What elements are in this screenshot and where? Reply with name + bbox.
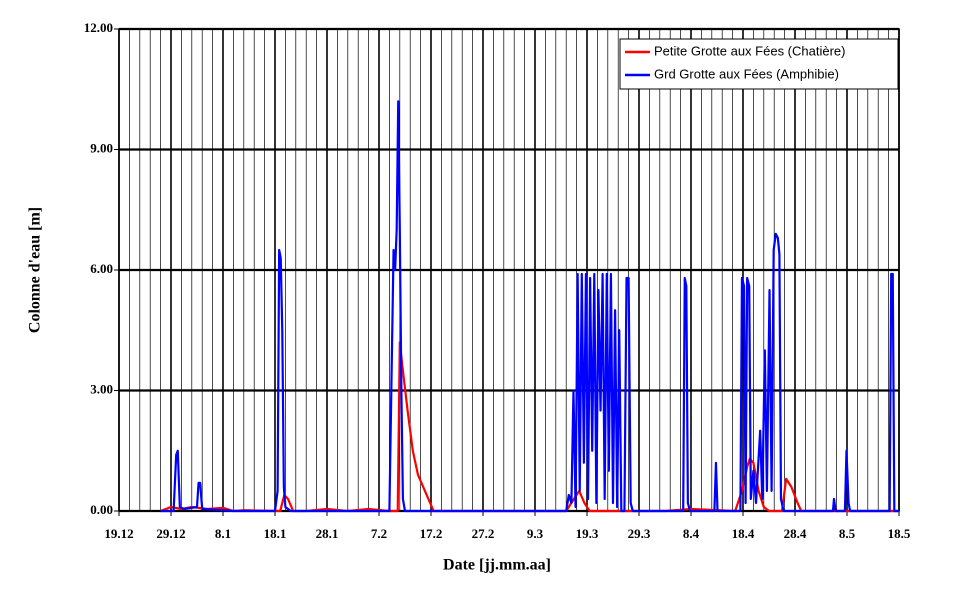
x-tick-label: 18.5 — [888, 526, 911, 541]
y-tick-label: 12.00 — [84, 20, 113, 35]
x-tick-label: 19.3 — [576, 526, 599, 541]
x-tick-label: 29.3 — [628, 526, 651, 541]
x-tick-label: 28.4 — [784, 526, 807, 541]
legend-label: Grd Grotte aux Fées (Amphibie) — [654, 66, 839, 81]
x-tick-label: 18.1 — [264, 526, 287, 541]
x-tick-label: 27.2 — [472, 526, 495, 541]
series-line — [160, 341, 899, 513]
x-tick-label: 17.2 — [420, 526, 443, 541]
legend-label: Petite Grotte aux Fées (Chatière) — [654, 43, 845, 58]
x-tick-label: 8.4 — [683, 526, 700, 541]
x-tick-label: 8.5 — [839, 526, 856, 541]
x-tick-label: 7.2 — [371, 526, 387, 541]
y-tick-label: 3.00 — [90, 381, 113, 396]
x-tick-label: 19.12 — [104, 526, 133, 541]
x-tick-label: 29.12 — [156, 526, 185, 541]
x-axis-label: Date [jj.mm.aa] — [443, 557, 551, 574]
x-tick-label: 9.3 — [527, 526, 544, 541]
y-axis-label: Colonne d'eau [m] — [27, 207, 44, 333]
legend-box — [619, 38, 899, 90]
x-tick-label: 28.1 — [316, 526, 339, 541]
x-tick-label: 8.1 — [215, 526, 231, 541]
x-tick-label: 18.4 — [732, 526, 755, 541]
y-tick-label: 6.00 — [90, 261, 113, 276]
y-tick-label: 0.00 — [90, 502, 113, 517]
y-tick-label: 9.00 — [90, 140, 113, 155]
series-line — [160, 100, 899, 513]
